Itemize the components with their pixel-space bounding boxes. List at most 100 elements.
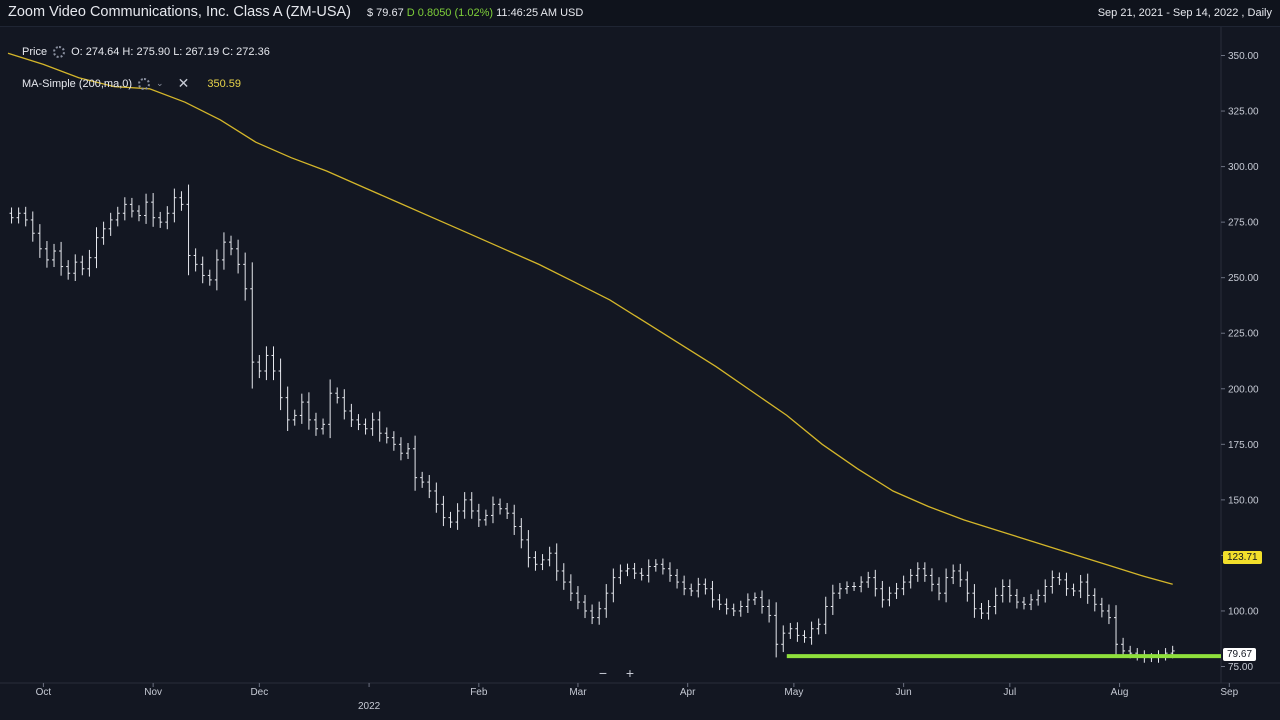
ohlc-bar: [243, 252, 248, 301]
x-tick-label: Dec: [250, 687, 268, 698]
ohlc-bar: [965, 571, 970, 602]
x-tick-label: Sep: [1220, 687, 1238, 698]
ohlc-bar: [30, 211, 35, 242]
ohlc-bar: [809, 621, 814, 645]
ohlc-bar: [221, 232, 226, 270]
ohlc-bar: [1050, 570, 1055, 594]
date-range[interactable]: Sep 21, 2021 - Sep 14, 2022 , Daily: [1097, 7, 1272, 19]
ohlc-bar: [618, 564, 623, 585]
ohlc-bar: [66, 260, 71, 280]
ohlc-bar: [193, 248, 198, 272]
ohlc-bar: [158, 211, 163, 228]
ma-legend-label: MA-Simple (200,ma,0): [22, 77, 133, 90]
ohlc-bar: [94, 227, 99, 269]
ohlc-bar: [136, 205, 141, 222]
ohlc-bar: [837, 582, 842, 599]
ohlc-bar: [660, 558, 665, 575]
ohlc-bar: [448, 511, 453, 528]
ohlc-bar: [710, 580, 715, 608]
ohlc-bar: [696, 577, 701, 598]
x-tick-label: Mar: [569, 687, 587, 698]
ohlc-bar: [667, 562, 672, 582]
ohlc-bar: [122, 197, 127, 221]
y-tick-label: 350.00: [1228, 51, 1259, 62]
ohlc-bar: [866, 571, 871, 588]
ohlc-bar: [908, 568, 913, 589]
ohlc-bar: [774, 602, 779, 658]
ohlc-bar: [476, 503, 481, 527]
ohlc-bar: [519, 518, 524, 549]
ohlc-bar: [781, 625, 786, 653]
ohlc-bar: [575, 586, 580, 610]
ohlc-bar: [802, 630, 807, 643]
instrument-title: Zoom Video Communications, Inc. Class A …: [8, 4, 352, 20]
ohlc-bar: [52, 243, 57, 268]
ohlc-bar: [73, 254, 78, 282]
chevron-down-icon[interactable]: ⌄: [156, 78, 164, 88]
ohlc-bar: [703, 578, 708, 595]
ohlc-bar: [377, 411, 382, 442]
ohlc-bar: [738, 600, 743, 617]
ohlc-bar: [929, 568, 934, 592]
ohlc-bar: [1085, 573, 1090, 604]
ohlc-values: O: 274.64 H: 275.90 L: 267.19 C: 272.36: [71, 46, 270, 58]
ohlc-bar: [342, 389, 347, 420]
ohlc-bar: [880, 580, 885, 608]
y-tick-label: 325.00: [1228, 107, 1259, 118]
ohlc-bar: [852, 582, 857, 591]
ohlc-bar: [172, 188, 177, 223]
ohlc-bar: [16, 207, 21, 224]
ohlc-bar: [257, 355, 262, 379]
x-tick-label: Aug: [1111, 687, 1129, 698]
y-tick-label: 225.00: [1228, 329, 1259, 340]
ohlc-bar: [760, 590, 765, 614]
ohlc-bar: [151, 193, 156, 227]
ohlc-bar: [887, 586, 892, 607]
x-tick-label: Jun: [896, 687, 912, 698]
ohlc-bar: [795, 622, 800, 642]
ohlc-bar: [646, 559, 651, 583]
ohlc-bar: [455, 503, 460, 530]
ohlc-bar: [1043, 579, 1048, 603]
ohlc-bar: [590, 604, 595, 625]
ohlc-bar: [873, 569, 878, 597]
ohlc-bar: [583, 594, 588, 619]
zoom-out-button[interactable]: −: [598, 665, 608, 681]
ohlc-bar: [101, 221, 106, 245]
close-icon[interactable]: ✕: [177, 75, 190, 91]
ohlc-bar: [816, 618, 821, 635]
ohlc-bar: [271, 346, 276, 381]
ohlc-bar: [547, 546, 552, 567]
y-tick-label: 300.00: [1228, 162, 1259, 173]
y-tick-label: 275.00: [1228, 218, 1259, 229]
ohlc-bar: [1007, 579, 1012, 603]
ohlc-bar: [568, 574, 573, 601]
ohlc-bar: [165, 206, 170, 230]
ohlc-bar: [632, 562, 637, 579]
gear-icon[interactable]: [138, 77, 151, 90]
ohlc-bar: [561, 563, 566, 590]
zoom-in-button[interactable]: +: [625, 665, 635, 681]
ohlc-bar: [264, 346, 269, 381]
ohlc-bar: [214, 249, 219, 291]
ohlc-bar: [434, 482, 439, 513]
quote-time: 11:46:25 AM USD: [496, 7, 584, 19]
ohlc-bar: [639, 568, 644, 581]
y-tick-label: 250.00: [1228, 273, 1259, 284]
ohlc-bar: [1099, 597, 1104, 618]
ohlc-bar: [731, 603, 736, 617]
last-price-tag: 79.67: [1223, 648, 1257, 662]
ohlc-bar: [80, 255, 85, 276]
y-tick-label: 200.00: [1228, 384, 1259, 395]
ohlc-bar: [278, 358, 283, 411]
ohlc-bar: [349, 403, 354, 427]
ohlc-bar: [1036, 589, 1041, 606]
ohlc-bar: [236, 239, 241, 274]
ohlc-bar: [285, 386, 290, 431]
ohlc-bar: [44, 241, 49, 268]
ohlc-bar: [306, 392, 311, 430]
ohlc-bar: [370, 412, 375, 436]
gear-icon[interactable]: [53, 46, 66, 58]
ohlc-bar: [207, 269, 212, 286]
